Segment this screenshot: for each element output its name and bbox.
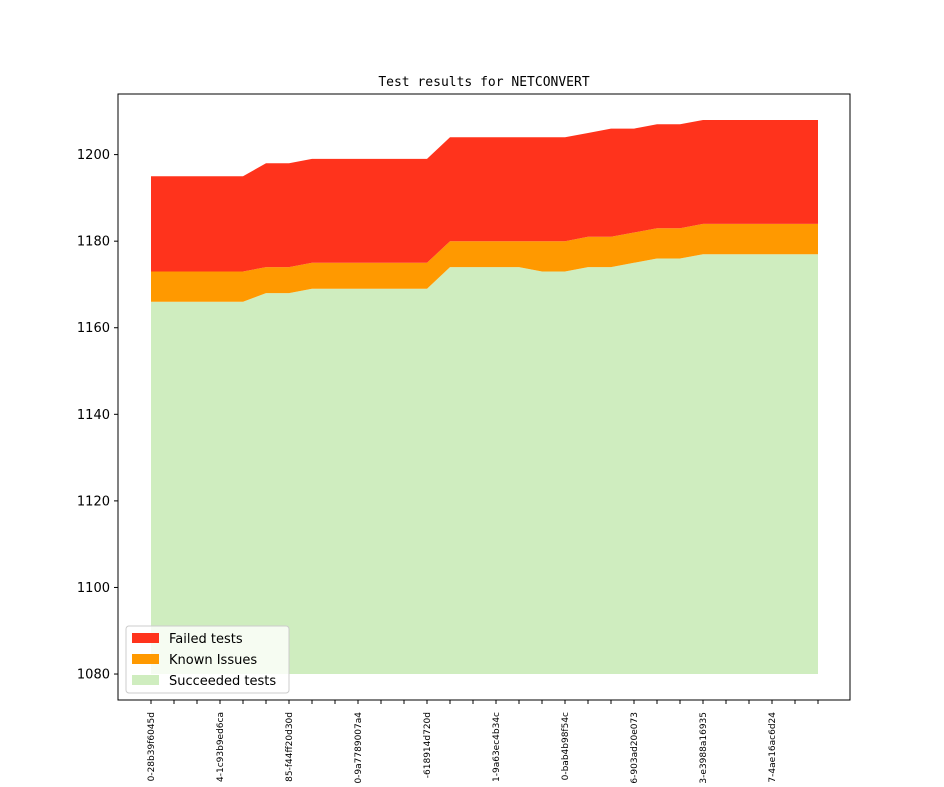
legend-swatch (132, 654, 159, 664)
x-tick-label: 85-f44ff20d30d (285, 712, 295, 782)
chart-title: Test results for NETCONVERT (378, 75, 589, 90)
x-tick-label: 3-e3988a16935 (699, 712, 709, 784)
chart-areas (151, 120, 818, 674)
legend-label: Failed tests (169, 632, 243, 647)
x-tick-label: 0-28b39f6045d (147, 712, 157, 781)
x-tick-label: -618914d720d (423, 712, 433, 778)
x-tick-label: 7-4ae16ac6d24 (768, 712, 778, 783)
x-axis: 0-28b39f6045d 4-1c93b9ed6ca 85-f44ff20d30d… (147, 700, 819, 784)
legend-swatch (132, 675, 159, 685)
y-tick-label: 1140 (77, 408, 110, 423)
legend-label: Known Issues (169, 653, 257, 668)
x-tick-label: 0-bab4b98f54c (561, 712, 571, 780)
legend: Failed tests Known Issues Succeeded tests (125, 625, 290, 694)
area-succeeded-tests (151, 254, 818, 674)
legend-box (125, 625, 290, 694)
y-tick-label: 1180 (77, 235, 110, 250)
y-tick-label: 1100 (77, 581, 110, 596)
y-tick-label: 1120 (77, 494, 110, 509)
y-tick-label: 1160 (77, 321, 110, 336)
legend-label: Succeeded tests (169, 674, 276, 689)
y-tick-label: 1200 (77, 148, 110, 163)
plot-frame (117, 93, 851, 701)
x-tick-label: 4-1c93b9ed6ca (216, 712, 226, 782)
legend-swatch (132, 633, 159, 643)
y-tick-label: 1080 (77, 668, 110, 683)
y-axis: 1080 1100 1120 1140 1160 1180 1200 (77, 148, 118, 683)
x-tick-label: 1-9a63ec4b34c (492, 712, 502, 782)
x-tick-label: 6-903ad20e073 (630, 712, 640, 784)
area-known-issues (151, 223, 818, 302)
x-tick-label: 0-9a7789007a4 (354, 712, 364, 784)
area-failed-tests (151, 120, 818, 272)
